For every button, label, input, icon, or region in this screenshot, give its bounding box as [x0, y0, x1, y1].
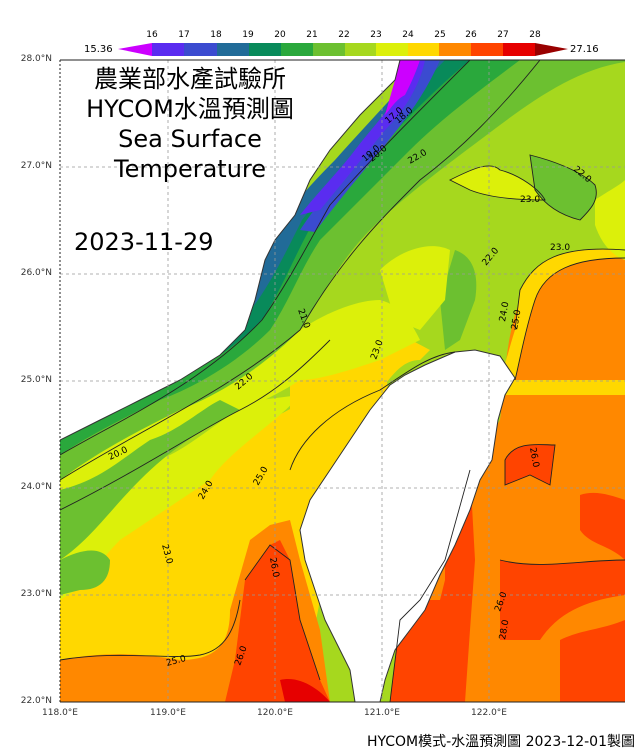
x-tick-label: 118.0°E: [42, 708, 78, 718]
contour-label: 25.0: [510, 309, 523, 331]
colorbar-tick: 26: [465, 30, 477, 40]
colorbar-tick: 19: [242, 30, 254, 40]
colorbar-tick: 23: [370, 30, 382, 40]
y-tick-label: 28.0°N: [20, 54, 52, 64]
contour-label: 26.0: [267, 557, 280, 579]
y-tick-label: 23.0°N: [20, 589, 52, 599]
map-title: 農業部水產試驗所 HYCOM水溫預測圖 Sea Surface Temperat…: [60, 64, 320, 184]
colorbar-tick: 27: [497, 30, 509, 40]
x-tick-label: 121.0°E: [364, 708, 400, 718]
contour-label: 24.0: [498, 301, 511, 323]
contour-label: 23.0: [550, 243, 570, 253]
y-tick-label: 27.0°N: [20, 161, 52, 171]
title-sst-2: Temperature: [113, 155, 267, 183]
colorbar-min-arrow: [118, 43, 152, 56]
colorbar-tick: 28: [529, 30, 541, 40]
colorbar-tick: 18: [210, 30, 222, 40]
colorbar-max-label: 27.16: [570, 44, 599, 55]
colorbar-tick: 16: [146, 30, 158, 40]
colorbar-tick: 25: [434, 30, 446, 40]
colorbar-tick: 21: [306, 30, 318, 40]
title-product: HYCOM水溫預測圖: [86, 95, 294, 123]
contour-label: 26.0: [527, 447, 540, 469]
colorbar-tick: 22: [338, 30, 350, 40]
colorbar-tick: 17: [178, 30, 190, 40]
colorbar: [118, 43, 568, 56]
colorbar-max-arrow: [535, 43, 568, 56]
y-tick-label: 22.0°N: [20, 696, 52, 706]
y-tick-label: 24.0°N: [20, 482, 52, 492]
colorbar-tick: 24: [402, 30, 414, 40]
footer-caption: HYCOM模式-水溫預測圖 2023-12-01製圖: [366, 734, 635, 750]
contour-label: 23.0: [520, 195, 540, 205]
x-tick-label: 119.0°E: [150, 708, 186, 718]
forecast-date: 2023-11-29: [74, 228, 214, 256]
colorbar-min-label: 15.36: [84, 44, 113, 55]
sst-map: 17.0 18.0 19.0 20.0 22.0 23.0 22.0 23.0 …: [59, 59, 625, 703]
title-sst-1: Sea Surface: [118, 125, 262, 153]
contour-label: 28.0: [498, 619, 511, 641]
title-institute: 農業部水產試驗所: [94, 65, 286, 93]
x-tick-label: 122.0°E: [471, 708, 507, 718]
x-tick-label: 120.0°E: [257, 708, 293, 718]
y-tick-label: 26.0°N: [20, 268, 52, 278]
y-tick-label: 25.0°N: [20, 375, 52, 385]
colorbar-tick: 20: [274, 30, 286, 40]
